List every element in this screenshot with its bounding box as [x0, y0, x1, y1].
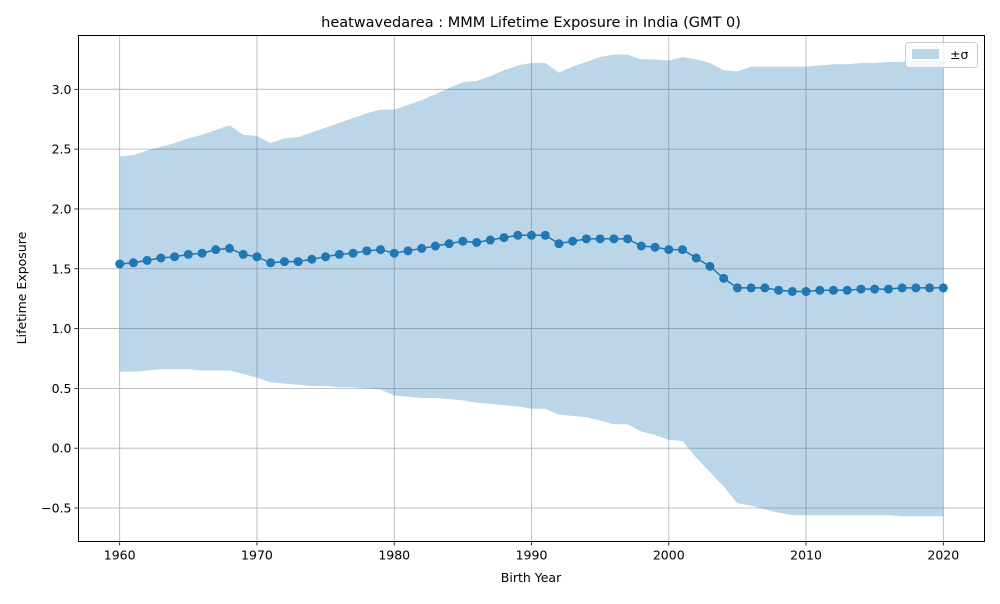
data-point — [801, 286, 811, 296]
data-point — [691, 253, 701, 263]
data-point — [870, 284, 880, 294]
data-point — [334, 249, 344, 259]
y-tick-label: 2.0 — [52, 201, 72, 216]
data-point — [568, 236, 578, 246]
data-point — [403, 246, 413, 256]
sigma-band — [119, 54, 944, 517]
data-point — [650, 242, 660, 252]
data-point — [938, 283, 948, 293]
y-axis-ticks: −0.5 0.0 0.5 1.0 1.5 2.0 2.5 3.0 — [41, 82, 79, 516]
data-point — [430, 241, 440, 251]
data-point — [238, 249, 248, 259]
sigma-band-layer — [119, 54, 944, 517]
data-point — [623, 234, 633, 244]
y-tick-label: −0.5 — [41, 501, 71, 516]
data-point — [225, 243, 234, 253]
data-point — [636, 241, 646, 251]
y-tick-label: 2.5 — [52, 142, 72, 157]
data-point — [444, 239, 454, 249]
data-point — [732, 283, 742, 293]
data-point — [581, 234, 591, 244]
data-point — [678, 245, 687, 255]
data-point — [417, 243, 427, 253]
data-point — [513, 230, 523, 240]
data-point — [252, 252, 262, 262]
data-point — [485, 235, 495, 245]
data-points — [115, 230, 948, 296]
x-tick-label: 2000 — [653, 548, 685, 563]
data-point — [128, 258, 138, 268]
data-point — [472, 237, 482, 247]
data-point — [595, 234, 605, 244]
data-point — [829, 285, 838, 295]
y-tick-label: 0.0 — [52, 441, 72, 456]
data-point — [609, 234, 619, 244]
data-point — [115, 259, 125, 269]
data-point — [760, 283, 770, 293]
data-point — [156, 253, 166, 263]
data-point — [746, 283, 756, 293]
data-point — [279, 257, 289, 267]
y-tick-label: 1.5 — [52, 261, 72, 276]
x-tick-label: 2010 — [790, 548, 822, 563]
y-tick-label: 3.0 — [52, 82, 72, 97]
data-point — [719, 273, 729, 283]
x-tick-label: 2020 — [927, 548, 959, 563]
data-point — [911, 283, 921, 293]
data-point — [266, 258, 276, 268]
x-tick-label: 1980 — [378, 548, 410, 563]
data-point — [197, 248, 207, 258]
data-point — [856, 284, 866, 294]
data-point — [664, 245, 674, 255]
legend-label: ±σ — [950, 47, 968, 62]
data-point — [774, 285, 784, 295]
data-point — [376, 245, 385, 255]
data-point — [787, 286, 797, 296]
x-axis-ticks: 1960 1970 1980 1990 2000 2010 2020 — [104, 541, 959, 563]
y-tick-label: 0.5 — [52, 381, 72, 396]
x-axis-label: Birth Year — [501, 570, 562, 585]
data-point — [170, 252, 180, 262]
data-point — [925, 283, 935, 293]
x-tick-label: 1960 — [104, 548, 136, 563]
data-point — [815, 285, 825, 295]
data-point — [897, 283, 907, 293]
data-point — [307, 254, 317, 264]
data-point — [499, 233, 509, 243]
data-point — [527, 230, 536, 240]
data-point — [362, 246, 372, 256]
y-axis-label: Lifetime Exposure — [14, 231, 29, 344]
data-point — [211, 245, 221, 255]
data-point — [183, 249, 193, 259]
x-tick-label: 1970 — [241, 548, 273, 563]
data-point — [389, 248, 399, 258]
data-point — [321, 252, 331, 262]
data-point — [883, 284, 893, 294]
legend-swatch — [912, 49, 939, 59]
y-tick-label: 1.0 — [52, 321, 72, 336]
data-point — [705, 261, 715, 271]
data-point — [540, 230, 550, 240]
data-point — [554, 239, 564, 249]
x-tick-label: 1990 — [516, 548, 548, 563]
data-point — [142, 255, 152, 265]
chart-title: heatwavedarea : MMM Lifetime Exposure in… — [321, 15, 741, 31]
legend-box — [905, 42, 978, 68]
data-point — [842, 285, 852, 295]
legend: ±σ — [905, 42, 978, 68]
data-point — [293, 257, 303, 267]
data-point — [348, 248, 358, 258]
data-point — [458, 236, 468, 246]
